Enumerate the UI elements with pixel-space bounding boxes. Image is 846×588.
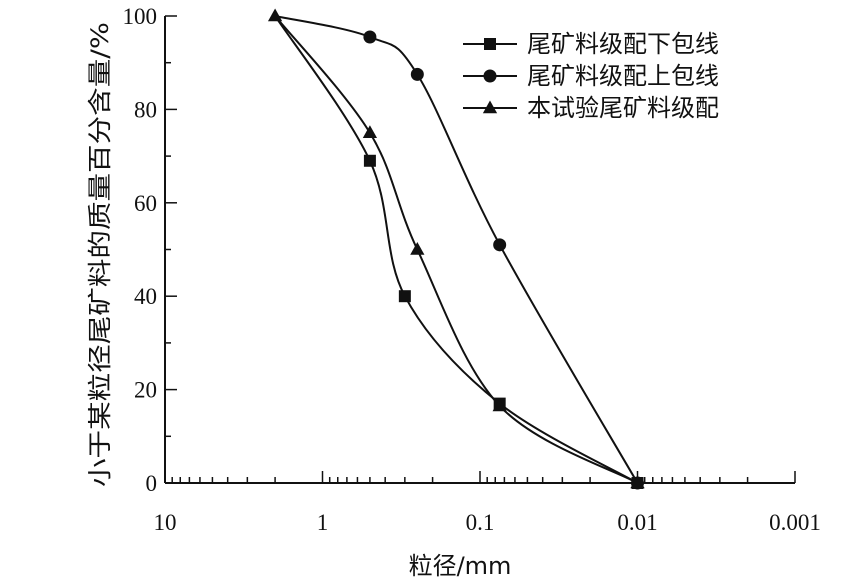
data-point-square <box>363 154 376 167</box>
x-tick-label: 10 <box>154 510 177 535</box>
legend-label: 本试验尾矿料级配 <box>527 94 719 122</box>
series-markers <box>267 8 645 490</box>
y-tick-label: 60 <box>134 191 157 216</box>
data-point-triangle <box>630 475 645 489</box>
data-point-circle <box>410 67 424 81</box>
legend-marker-triangle <box>482 100 498 114</box>
y-tick-label: 20 <box>134 378 157 403</box>
x-axis-title: 粒径/mm <box>409 552 512 580</box>
data-point-circle <box>493 238 507 252</box>
data-point-triangle <box>362 125 378 138</box>
x-tick-label: 1 <box>317 510 329 535</box>
data-point-circle <box>363 30 377 44</box>
legend-marker-square <box>484 38 496 50</box>
data-point-triangle <box>492 398 507 412</box>
x-tick-label: 0.001 <box>769 510 821 535</box>
y-tick-label: 0 <box>146 471 158 496</box>
ticks: 10 1 0.1 0.01 0.001 0 20 40 60 80 100 <box>123 4 821 535</box>
legend-marker-circle <box>483 69 497 83</box>
y-tick-label: 80 <box>134 97 157 122</box>
data-point-triangle <box>267 8 283 22</box>
legend-label: 尾矿料级配上包线 <box>527 62 719 90</box>
data-point-square <box>398 290 411 303</box>
legend-label: 尾矿料级配下包线 <box>527 30 719 58</box>
y-tick-label: 100 <box>123 4 158 29</box>
x-tick-label: 0.1 <box>466 510 495 535</box>
data-point-triangle <box>410 242 425 255</box>
x-tick-label: 0.01 <box>617 510 657 535</box>
y-tick-label: 40 <box>134 284 157 309</box>
y-axis-title: 小于某粒径尾矿料的质量百分含量/% <box>86 22 114 487</box>
series-line-circle <box>274 15 639 484</box>
